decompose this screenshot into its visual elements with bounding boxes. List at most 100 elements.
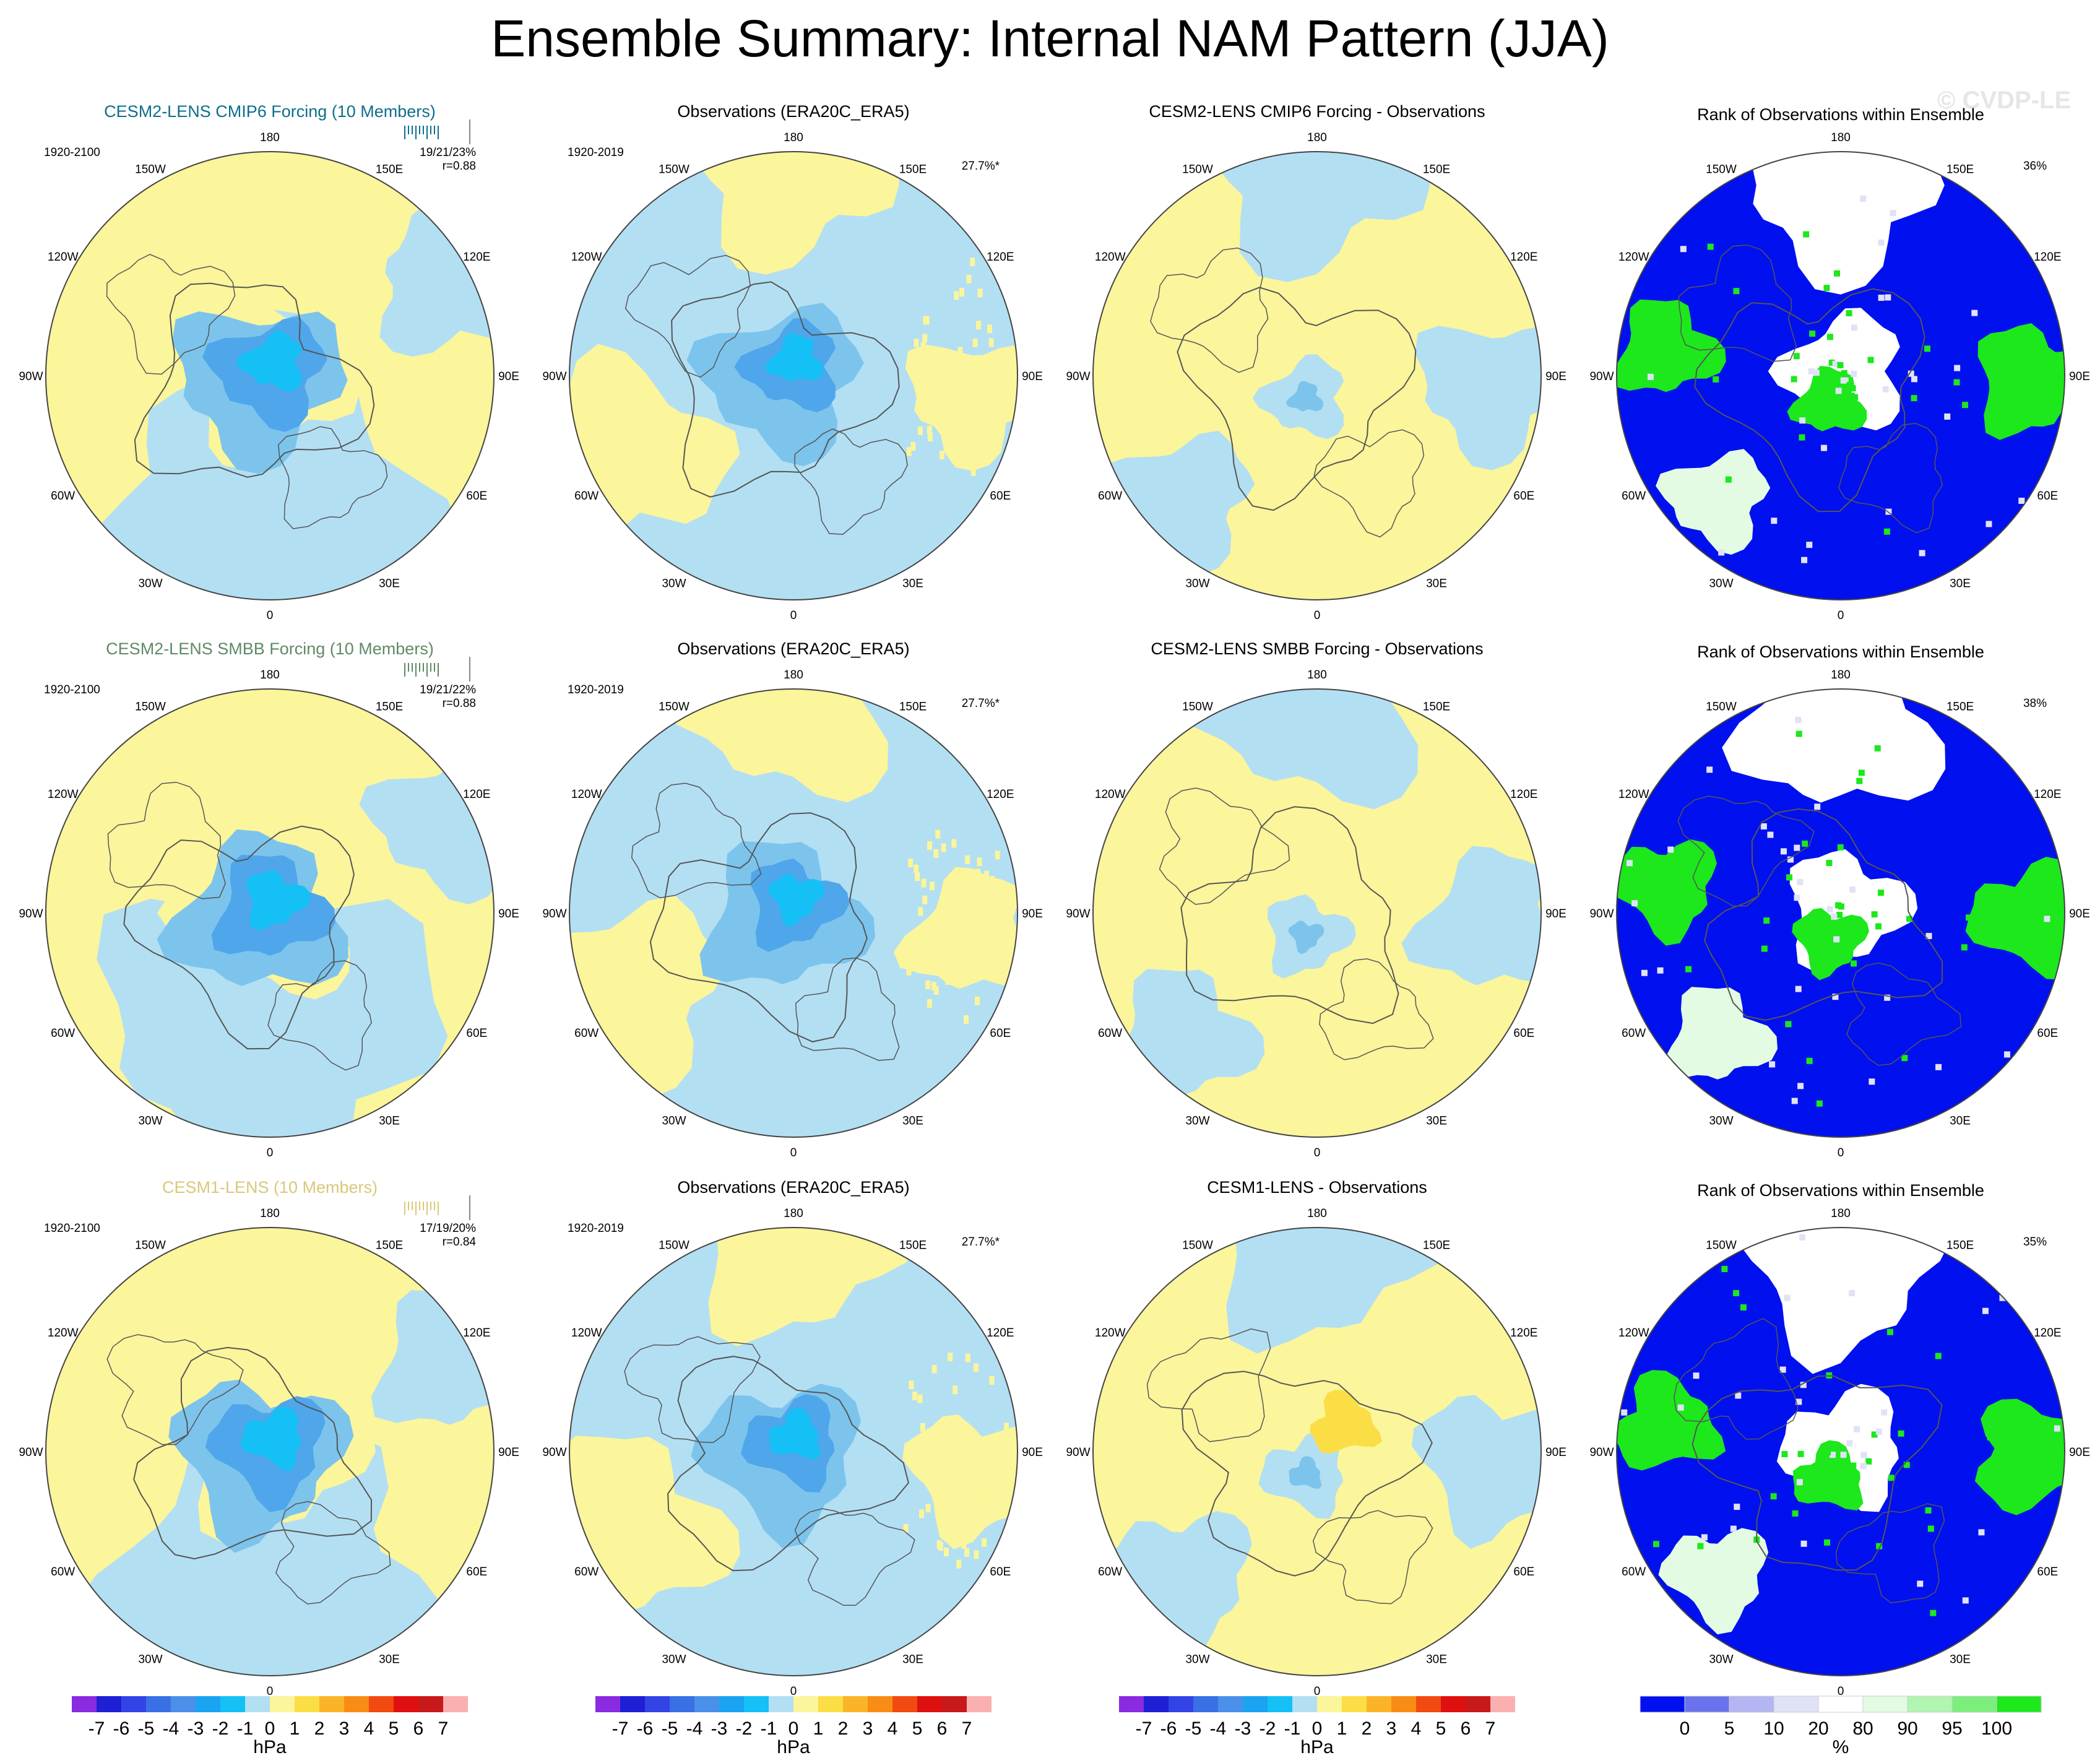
rank-cell <box>1713 376 1719 383</box>
field-speckle <box>945 976 951 985</box>
coastline <box>1674 1318 1799 1440</box>
colorbar-swatch <box>1144 1696 1169 1712</box>
coastline <box>667 1356 909 1572</box>
model-title: CESM2-LENS CMIP6 Forcing (10 Members) <box>104 102 436 121</box>
rank-cell <box>1856 778 1863 784</box>
longitude-label: 60W <box>574 1566 598 1579</box>
colorbar-tick: -7 <box>89 1718 105 1739</box>
field-speckle <box>944 1435 950 1444</box>
rank-cell <box>1875 923 1882 930</box>
rank-cell <box>1961 944 1968 951</box>
longitude-label: 180 <box>260 669 280 682</box>
rank-cell <box>1854 1426 1860 1432</box>
colorbar-swatch <box>1862 1696 1908 1713</box>
colorbar-tick: -4 <box>1210 1718 1227 1739</box>
rank-cell <box>1884 994 1891 1001</box>
field-speckle <box>977 857 982 867</box>
field-speckle <box>970 375 976 384</box>
longitude-label: 120W <box>1095 788 1126 801</box>
diff-title: CESM1-LENS - Observations <box>1207 1178 1427 1197</box>
rank-cell <box>1814 804 1821 810</box>
colorbar-swatch <box>670 1696 694 1712</box>
rank-cell <box>1693 1372 1700 1379</box>
coastline <box>1312 1510 1433 1605</box>
longitude-label: 60W <box>1098 1566 1122 1579</box>
coastline <box>671 281 900 498</box>
longitude-label: 30E <box>902 1114 923 1127</box>
map-border <box>1616 1227 2065 1676</box>
coastline <box>794 428 908 535</box>
rank-region-green-center <box>1792 907 1869 981</box>
field-speckle <box>941 1429 946 1438</box>
field-speckle <box>915 872 920 882</box>
colorbar-swatch <box>1490 1696 1515 1712</box>
longitude-label: 60W <box>1622 1027 1646 1040</box>
longitude-label: 0 <box>1838 609 1844 622</box>
longitude-label: 120E <box>2034 1327 2061 1340</box>
coastline <box>1319 958 1434 1060</box>
coastline <box>631 782 762 899</box>
colorbar-label: hPa <box>777 1737 810 1757</box>
colorbar-swatch <box>719 1696 744 1712</box>
rank-cell <box>1840 1452 1847 1458</box>
field-speckle <box>977 288 983 298</box>
longitude-label: 120W <box>1095 251 1126 264</box>
rank-cell <box>1667 846 1674 853</box>
rank-cell <box>1834 1444 1841 1450</box>
colorbar-tick: 10 <box>1763 1718 1784 1739</box>
longitude-label: 30W <box>662 1114 686 1127</box>
field-speckle <box>938 1489 943 1499</box>
map-border <box>45 151 495 600</box>
field-speckle <box>975 321 981 330</box>
field-speckle <box>906 966 912 976</box>
longitude-label: 30W <box>138 577 162 590</box>
rank-cell <box>1834 1492 1841 1499</box>
rank-region-green-east <box>1974 1398 2065 1515</box>
colorbar-tick: 3 <box>863 1718 873 1739</box>
field-region-blue-east <box>1415 326 1541 470</box>
colorbar-swatch <box>694 1696 719 1712</box>
field-speckle <box>908 859 914 868</box>
rank-cell <box>2018 498 2025 505</box>
rank-cell <box>1653 1384 1659 1390</box>
rank-cell <box>2054 1425 2060 1432</box>
colorbar-tick: -3 <box>711 1718 728 1739</box>
colorbar-tick: 95 <box>1942 1718 1962 1739</box>
longitude-label: 180 <box>784 669 803 682</box>
rank-cell <box>1834 1470 1841 1477</box>
longitude-label: 60E <box>990 1566 1011 1579</box>
longitude-label: 150W <box>659 163 689 176</box>
rank-cell <box>1763 917 1770 924</box>
hpa-colorbar-3: -7 -6 -5 -4 -3 -2 -1 0 1 2 3 4 5 6 7 hPa <box>1119 1696 1515 1757</box>
longitude-label: 0 <box>1314 1146 1321 1159</box>
colorbar-swatch <box>146 1696 171 1712</box>
colorbar-tick: 0 <box>789 1718 799 1739</box>
field-speckle <box>965 855 970 864</box>
obs-title: Observations (ERA20C_ERA5) <box>677 102 909 121</box>
rank-cell <box>1906 916 1912 922</box>
coastline <box>1835 1503 1945 1603</box>
obs-variance-pct: 27.7%* <box>962 697 1000 710</box>
rank-cell <box>1832 994 1839 1000</box>
colorbar-tick: -6 <box>113 1718 130 1739</box>
colorbar-tick: 100 <box>1981 1718 2012 1739</box>
longitude-label: 60E <box>990 490 1011 503</box>
rank-cell <box>1885 294 1891 301</box>
rank-cell <box>1911 376 1917 383</box>
rank-cell <box>1831 913 1838 920</box>
longitude-label: 120W <box>1618 1327 1649 1340</box>
field-region-blue-south <box>84 309 465 600</box>
rank-cell <box>1999 1294 2006 1301</box>
longitude-label: 150W <box>135 163 166 176</box>
map-panel-r1-c3: 180 150E 120E 90E 60E 30E 0 30W 60W 90W 120W 150W <box>1066 131 1566 622</box>
longitude-label: 30E <box>1426 1653 1447 1666</box>
longitude-label: 90E <box>1545 1446 1566 1459</box>
field-speckle <box>914 864 919 873</box>
rank-cell <box>1925 933 1932 940</box>
longitude-label: 90E <box>1022 1446 1043 1459</box>
field-speckle <box>956 1559 962 1569</box>
rank-cell <box>1882 386 1889 392</box>
rank-cell <box>1797 878 1804 885</box>
field-speckle <box>918 964 924 974</box>
rank-cell <box>1874 745 1881 752</box>
